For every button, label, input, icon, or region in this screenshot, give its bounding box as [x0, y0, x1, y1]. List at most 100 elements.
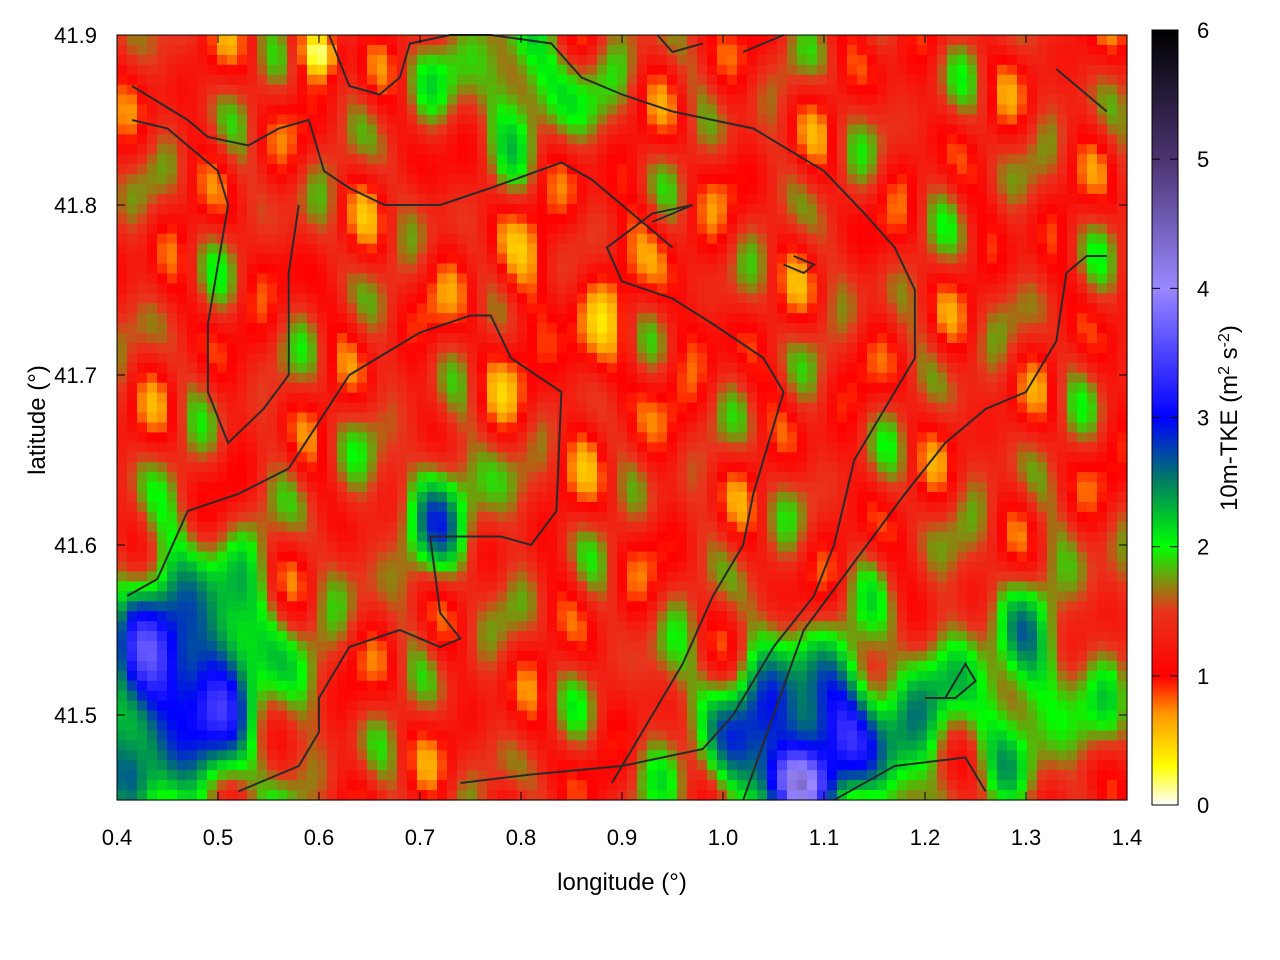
heatmap-cell [727, 372, 738, 384]
heatmap-cell [1037, 134, 1048, 145]
heatmap-cell [257, 313, 268, 324]
heatmap-cell [437, 134, 448, 145]
heatmap-cell [317, 333, 328, 344]
heatmap-cell [387, 283, 398, 294]
heatmap-cell [147, 303, 158, 314]
heatmap-cell [577, 422, 588, 434]
heatmap-cell [187, 233, 198, 245]
heatmap-cell [787, 243, 798, 255]
heatmap-cell [137, 323, 148, 334]
heatmap-cell [607, 342, 618, 354]
heatmap-cell [767, 233, 778, 245]
heatmap-cell [897, 104, 908, 116]
heatmap-cell [207, 472, 218, 483]
heatmap-cell [257, 511, 268, 523]
heatmap-cell [1007, 84, 1018, 96]
heatmap-cell [297, 432, 308, 443]
heatmap-cell [707, 352, 718, 364]
heatmap-cell [227, 412, 238, 424]
heatmap-cell [577, 134, 588, 145]
heatmap-cell [917, 164, 928, 175]
heatmap-cell [1117, 84, 1128, 96]
heatmap-cell [247, 352, 258, 364]
heatmap-cell [557, 313, 568, 324]
heatmap-cell [367, 203, 378, 215]
heatmap-cell [287, 84, 298, 96]
heatmap-cell [837, 213, 848, 225]
heatmap-cell [147, 273, 158, 284]
heatmap-cell [667, 402, 678, 414]
heatmap-cell [977, 104, 988, 116]
heatmap-cell [1007, 452, 1018, 463]
heatmap-cell [1047, 303, 1058, 314]
heatmap-cell [317, 352, 328, 364]
heatmap-cell [377, 273, 388, 284]
heatmap-cell [907, 154, 918, 165]
heatmap-cell [477, 193, 488, 205]
heatmap-cell [537, 492, 548, 503]
heatmap-cell [347, 174, 358, 185]
heatmap-cell [1007, 74, 1018, 86]
heatmap-cell [467, 54, 478, 66]
heatmap-cell [1037, 402, 1048, 414]
heatmap-cell [607, 462, 618, 473]
heatmap-cell [1017, 164, 1028, 175]
heatmap-cell [597, 154, 608, 165]
heatmap-cell [117, 154, 128, 165]
heatmap-cell [1117, 144, 1128, 155]
heatmap-cell [527, 521, 538, 533]
heatmap-cell [337, 283, 348, 294]
heatmap-cell [247, 342, 258, 354]
heatmap-cell [1107, 303, 1118, 314]
heatmap-cell [907, 283, 918, 294]
heatmap-cell [117, 203, 128, 215]
heatmap-cell [697, 342, 708, 354]
heatmap-cell [717, 193, 728, 205]
heatmap-cell [767, 362, 778, 374]
heatmap-cell [997, 273, 1008, 284]
heatmap-cell [267, 124, 278, 135]
heatmap-cell [587, 144, 598, 155]
heatmap-cell [687, 253, 698, 265]
heatmap-cell [837, 263, 848, 275]
heatmap-cell [497, 94, 508, 106]
heatmap-cell [517, 203, 528, 215]
heatmap-cell [297, 174, 308, 185]
heatmap-cell [1077, 482, 1088, 493]
heatmap-cell [677, 184, 688, 195]
heatmap-cell [917, 303, 928, 314]
heatmap-cell [847, 203, 858, 215]
heatmap-cell [567, 253, 578, 265]
heatmap-cell [807, 382, 818, 394]
heatmap-cell [1067, 243, 1078, 255]
heatmap-cell [677, 293, 688, 304]
heatmap-cell [777, 144, 788, 155]
heatmap-cell [447, 203, 458, 215]
heatmap-cell [857, 144, 868, 155]
heatmap-cell [577, 94, 588, 106]
heatmap-cell [527, 263, 538, 275]
heatmap-cell [227, 402, 238, 414]
heatmap-cell [497, 35, 508, 46]
heatmap-cell [357, 164, 368, 175]
heatmap-cell [157, 203, 168, 215]
heatmap-cell [527, 482, 538, 493]
heatmap-cell [387, 273, 398, 284]
heatmap-cell [817, 114, 828, 126]
heatmap-cell [607, 313, 618, 324]
heatmap-cell [327, 283, 338, 294]
heatmap-cell [297, 193, 308, 205]
heatmap-cell [567, 134, 578, 145]
heatmap-cell [927, 193, 938, 205]
heatmap-cell [337, 253, 348, 265]
heatmap-cell [407, 293, 418, 304]
heatmap-cell [977, 35, 988, 46]
heatmap-cell [227, 521, 238, 533]
heatmap-cell [547, 521, 558, 533]
heatmap-cell [757, 154, 768, 165]
heatmap-cell [777, 432, 788, 443]
heatmap-cell [717, 492, 728, 503]
heatmap-cell [587, 382, 598, 394]
heatmap-cell [1067, 501, 1078, 513]
heatmap-cell [817, 233, 828, 245]
